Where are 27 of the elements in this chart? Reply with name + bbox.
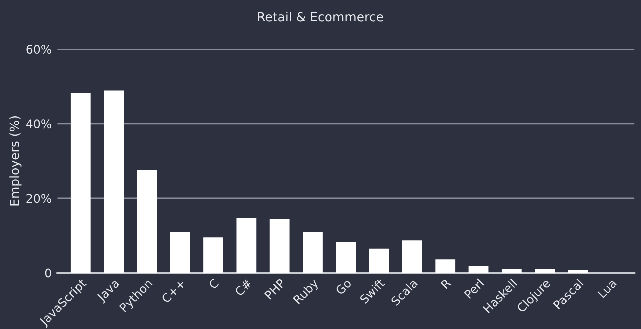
bar xyxy=(137,170,158,274)
bar xyxy=(303,232,323,274)
x-tick-label: C xyxy=(208,278,220,290)
bar xyxy=(270,219,290,274)
bar xyxy=(170,232,190,274)
x-tick-label: Lua xyxy=(598,278,618,298)
bar xyxy=(236,218,257,274)
y-axis-title: Employers (%) xyxy=(10,116,22,206)
bar xyxy=(402,240,422,274)
bar xyxy=(436,260,456,274)
y-tick-label: 40% xyxy=(26,120,52,129)
y-tick-label: 20% xyxy=(26,194,52,204)
bar xyxy=(568,270,588,274)
y-tick-label: 0 xyxy=(45,268,52,278)
bar xyxy=(70,92,91,274)
x-tick-label: C# xyxy=(234,278,252,297)
bar xyxy=(204,238,224,274)
bar xyxy=(369,248,390,274)
bar xyxy=(336,242,356,274)
bar xyxy=(535,268,556,274)
x-tick-label: Go xyxy=(335,278,352,296)
y-tick-label: 60% xyxy=(26,45,52,54)
chart-title: Retail & Ecommerce xyxy=(258,12,384,22)
bar xyxy=(468,266,489,274)
bar xyxy=(104,90,124,274)
x-tick-label: R xyxy=(440,278,452,290)
bar xyxy=(502,268,522,274)
